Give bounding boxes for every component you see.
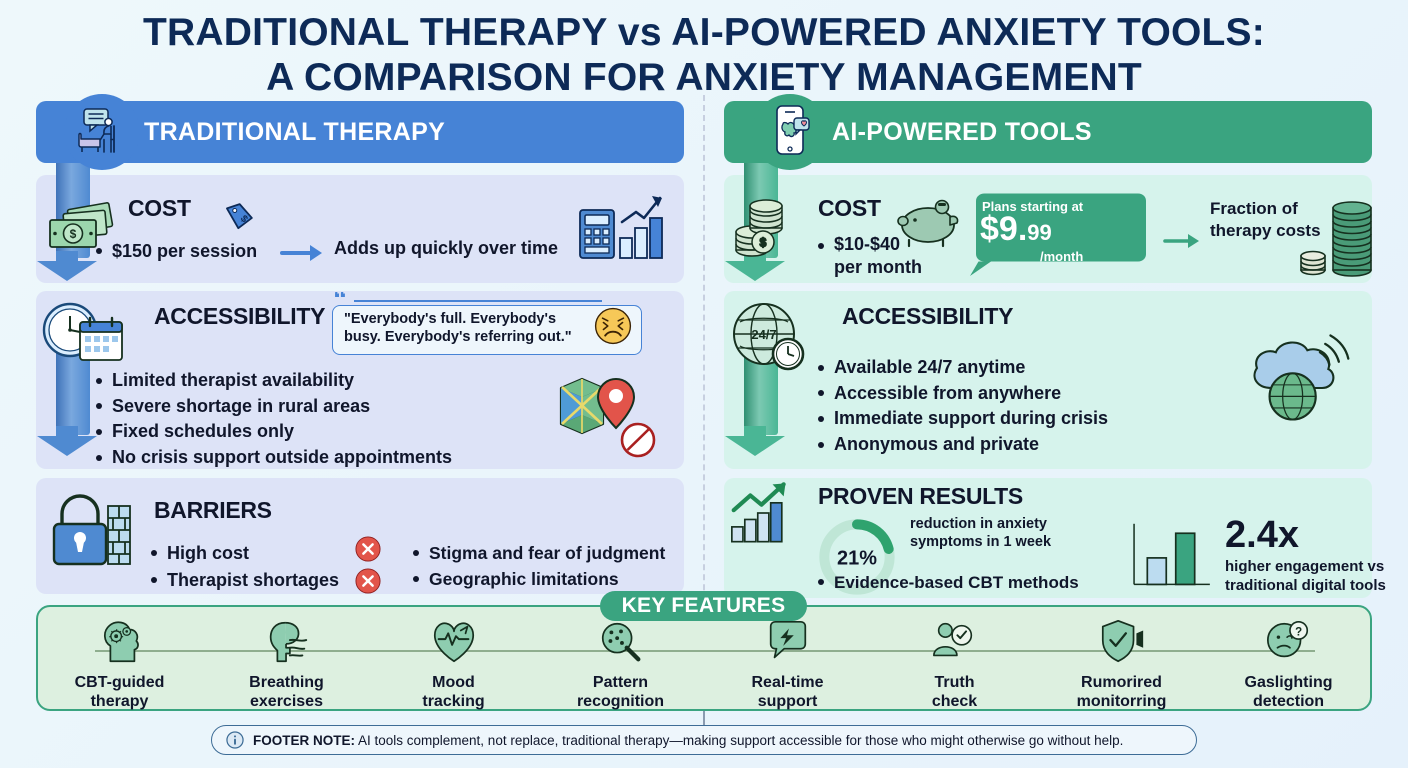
svg-text:$: $ xyxy=(760,236,767,250)
svg-text:$: $ xyxy=(70,227,77,241)
svg-text:24/7: 24/7 xyxy=(751,327,776,342)
svg-text:21%: 21% xyxy=(837,547,877,569)
svg-text:?: ? xyxy=(1295,626,1302,638)
svg-text:“: “ xyxy=(333,292,347,310)
